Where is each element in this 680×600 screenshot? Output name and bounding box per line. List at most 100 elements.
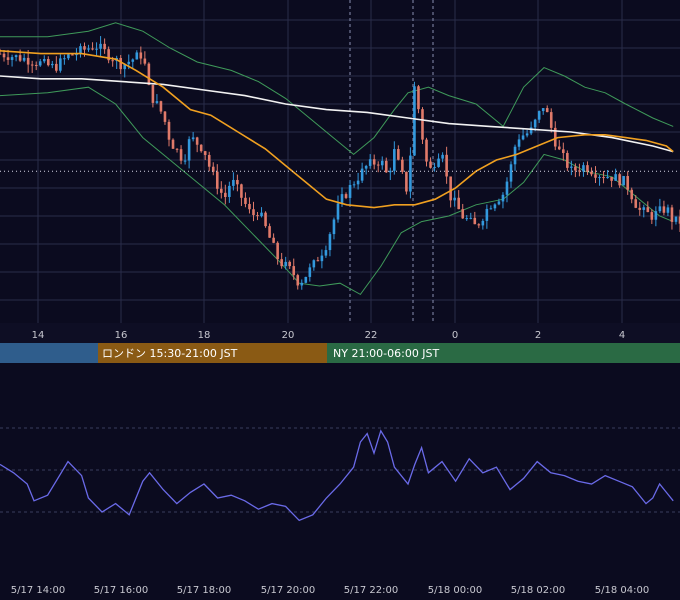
candle-body: [320, 255, 324, 262]
candle-body: [83, 46, 86, 50]
candle-body: [497, 201, 501, 205]
market-session-bar: ロンドン 15:30-21:00 JST NY 21:00-06:00 JST: [0, 343, 680, 363]
candle-body: [276, 242, 279, 260]
candle-body: [666, 207, 670, 213]
candle-body: [264, 212, 267, 227]
candle-body: [606, 177, 609, 179]
candle-body: [417, 86, 420, 110]
candle-body: [525, 133, 529, 136]
candle-body: [372, 159, 376, 165]
session-tokyo: [0, 343, 98, 363]
candle-body: [453, 197, 456, 201]
candle-body: [191, 137, 195, 140]
oscillator-series: [0, 429, 674, 522]
candle-body: [521, 135, 525, 140]
candle-body: [95, 48, 98, 50]
price-x-tick-label: 22: [365, 330, 378, 341]
candle-body: [292, 266, 296, 276]
candle-body: [393, 149, 396, 171]
candle-body: [252, 209, 255, 216]
session-london-label: ロンドン 15:30-21:00 JST: [102, 347, 238, 360]
candle-body: [59, 58, 62, 71]
candle-body: [336, 203, 340, 220]
candle-body: [87, 48, 90, 50]
candle-body: [368, 159, 372, 166]
price-panel[interactable]: [0, 0, 680, 323]
candle-body: [401, 159, 404, 172]
candle-body: [240, 184, 243, 198]
candle-body: [18, 55, 22, 61]
candle-body: [328, 234, 332, 251]
candle-body: [481, 220, 485, 226]
candle-body: [147, 63, 151, 85]
session-london: [98, 343, 327, 363]
candle-body: [425, 139, 428, 162]
candle-body: [598, 177, 601, 179]
osc-x-tick-label: 5/17 22:00: [344, 585, 398, 596]
candle-body: [662, 206, 666, 213]
candle-body: [51, 63, 54, 66]
candle-body: [461, 209, 465, 219]
price-grid: [0, 0, 680, 323]
candlesticks: [0, 36, 680, 290]
oscillator-panel[interactable]: [0, 427, 680, 522]
candle-body: [163, 111, 167, 122]
candle-body: [127, 61, 131, 65]
session-newyork-label: NY 21:00-06:00 JST: [333, 347, 440, 360]
candle-body: [143, 58, 147, 64]
candle-body: [34, 64, 38, 66]
candle-body: [630, 189, 634, 200]
candle-body: [288, 261, 292, 267]
candle-body: [570, 166, 573, 168]
candle-body: [654, 211, 658, 220]
candle-body: [248, 203, 251, 210]
price-x-tick-label: 4: [619, 330, 625, 341]
candle-body: [304, 276, 308, 283]
candle-body: [465, 218, 469, 220]
candle-body: [26, 57, 30, 65]
candle-body: [429, 161, 432, 168]
candle-body: [594, 174, 597, 178]
candle-body: [421, 109, 424, 140]
candle-body: [545, 108, 549, 113]
candle-body: [244, 197, 247, 204]
candle-body: [397, 149, 400, 160]
candle-body: [590, 171, 593, 175]
candle-body: [658, 206, 662, 212]
candle-body: [529, 127, 533, 134]
bollinger-bands: [0, 22, 674, 296]
oscillator-grid: [0, 427, 680, 513]
candle-body: [211, 166, 215, 172]
candle-body: [340, 194, 344, 204]
candle-body: [562, 149, 565, 153]
candle-body: [586, 165, 589, 172]
candle-body: [284, 261, 287, 267]
osc-x-tick-label: 5/18 02:00: [511, 585, 565, 596]
candle-body: [296, 275, 300, 286]
price-x-tick-label: 18: [198, 330, 211, 341]
candle-body: [308, 267, 312, 277]
candle-body: [344, 194, 348, 198]
candle-body: [71, 54, 74, 56]
candle-body: [6, 57, 10, 60]
price-x-tick-label: 20: [282, 330, 295, 341]
price-time-axis: 14 16 18 20 22 0 2 4: [0, 323, 680, 343]
candle-body: [501, 194, 505, 202]
candle-body: [67, 54, 70, 59]
candle-body: [509, 164, 513, 182]
candle-body: [119, 58, 123, 70]
candle-body: [384, 160, 388, 173]
candle-body: [642, 207, 646, 210]
candle-body: [232, 179, 235, 186]
osc-x-tick-label: 5/17 20:00: [261, 585, 315, 596]
candle-body: [46, 59, 50, 66]
candle-body: [566, 152, 569, 168]
candle-body: [614, 174, 617, 181]
candle-body: [179, 149, 183, 161]
candle-body: [610, 177, 613, 181]
candle-body: [650, 212, 654, 220]
candle-body: [553, 127, 557, 147]
candle-body: [582, 165, 585, 172]
price-x-tick-label: 14: [32, 330, 45, 341]
